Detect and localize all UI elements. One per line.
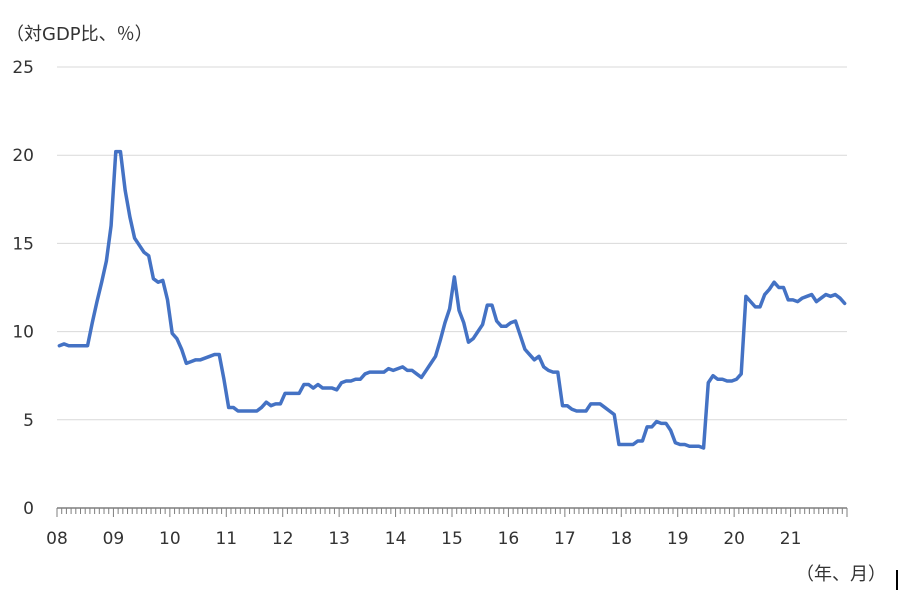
x-tick-label: 14: [385, 529, 407, 549]
x-tick-label: 08: [46, 529, 68, 549]
x-tick-labels: 08 09 10 11 12 13 14 15 16 17 18 19 20 21: [46, 529, 801, 549]
x-tick-label: 12: [272, 529, 294, 549]
x-tick-label: 16: [498, 529, 520, 549]
x-tick-label: 11: [215, 529, 237, 549]
text-cursor: [896, 570, 898, 590]
x-tick-label: 20: [723, 529, 745, 549]
x-tick-label: 21: [780, 529, 802, 549]
gridlines: [57, 66, 847, 421]
y-tick-label: 5: [23, 411, 34, 431]
y-tick-label: 25: [12, 58, 34, 78]
x-axis-unit-label: （年、月）: [796, 564, 886, 585]
y-axis-unit-label: （対GDP比、％）: [6, 24, 153, 45]
x-tick-label: 15: [441, 529, 463, 549]
y-tick-label: 20: [12, 146, 34, 166]
y-tick-label: 10: [12, 323, 34, 343]
y-tick-labels: 0 5 10 15 20 25: [12, 58, 34, 519]
y-tick-label: 0: [23, 499, 34, 519]
x-axis: [56, 507, 848, 517]
x-tick-label: 13: [328, 529, 350, 549]
x-tick-label: 17: [554, 529, 576, 549]
x-tick-label: 09: [103, 529, 125, 549]
y-tick-label: 15: [12, 234, 34, 254]
x-tick-label: 19: [667, 529, 689, 549]
x-tick-label: 10: [159, 529, 181, 549]
series-line: [57, 149, 847, 450]
x-tick-label: 18: [610, 529, 632, 549]
